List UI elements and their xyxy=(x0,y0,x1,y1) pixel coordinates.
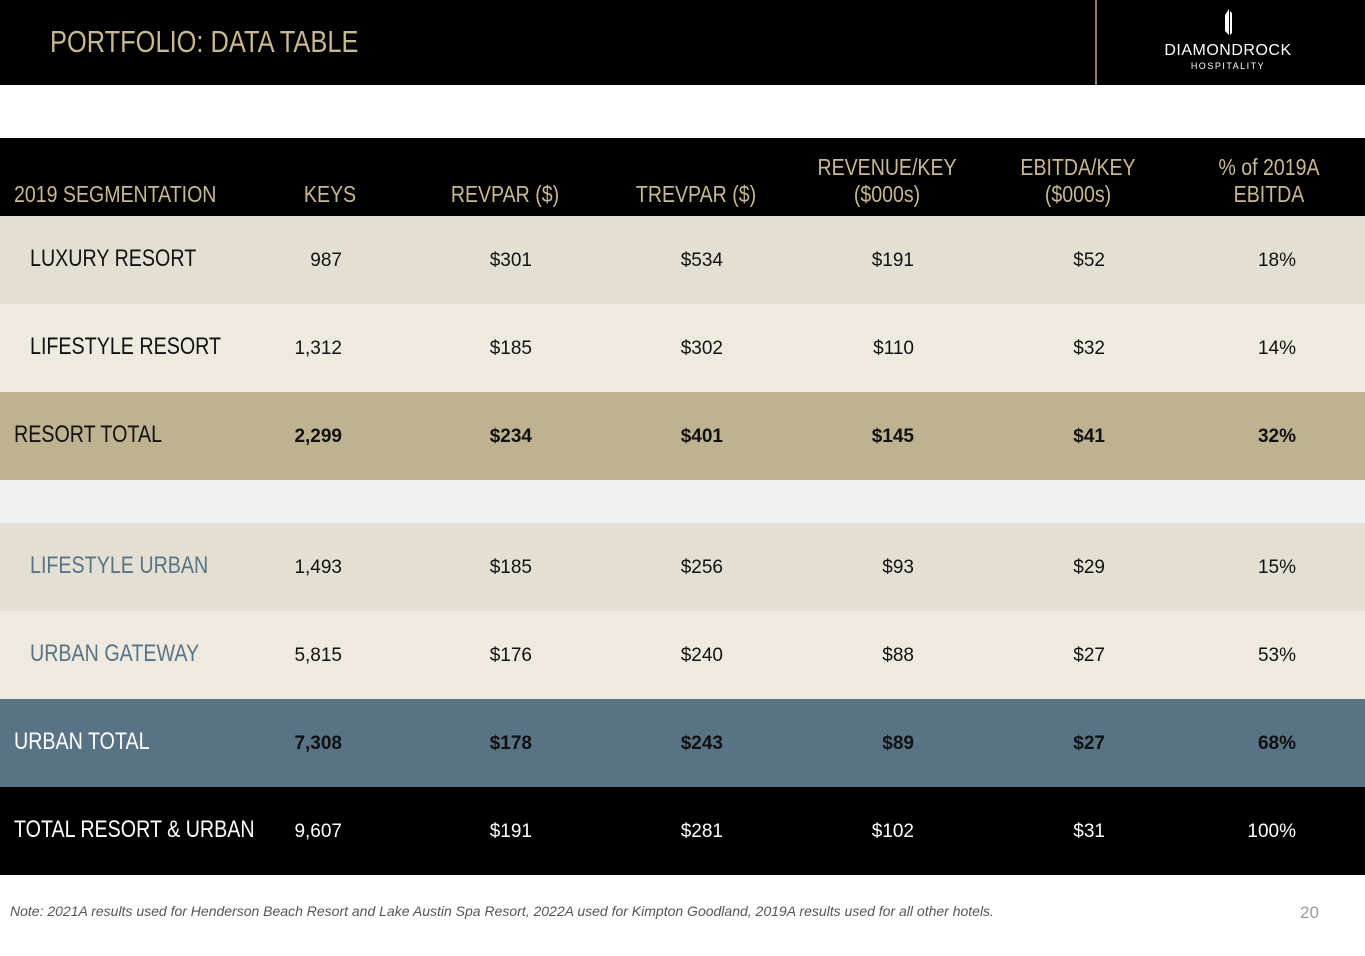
column-header: EBITDA/KEY xyxy=(1020,154,1136,180)
spacer-row xyxy=(0,480,1365,523)
cell: 7,308 xyxy=(294,733,342,754)
cell: 987 xyxy=(310,250,342,271)
cell: 1,493 xyxy=(294,557,342,578)
cell: $191 xyxy=(489,821,532,842)
logo-icon xyxy=(1225,9,1232,35)
column-header: REVENUE/KEY xyxy=(817,154,957,180)
cell: $243 xyxy=(680,733,723,754)
column-header: ($000s) xyxy=(853,181,921,207)
row-label: LIFESTYLE RESORT xyxy=(30,333,222,360)
cell: $178 xyxy=(489,733,532,754)
table-row xyxy=(0,304,1365,392)
table-row xyxy=(0,787,1365,875)
cell: $534 xyxy=(680,250,723,271)
cell: $41 xyxy=(1073,426,1105,447)
column-header: EBITDA xyxy=(1233,181,1305,207)
cell: $185 xyxy=(489,338,532,359)
cell: 53% xyxy=(1257,645,1296,666)
cell: $110 xyxy=(873,338,914,359)
column-header: TREVPAR ($) xyxy=(635,181,757,207)
row-label: LUXURY RESORT xyxy=(30,245,197,272)
footnote: Note: 2021A results used for Henderson B… xyxy=(10,903,994,919)
column-header: KEYS xyxy=(303,181,357,207)
table-row xyxy=(0,216,1365,304)
column-header: % of 2019A xyxy=(1218,154,1320,180)
page-number: 20 xyxy=(1300,903,1319,922)
cell: $29 xyxy=(1073,557,1105,578)
cell: $52 xyxy=(1073,250,1105,271)
cell: $31 xyxy=(1073,821,1105,842)
cell: 14% xyxy=(1257,338,1296,359)
row-label: URBAN GATEWAY xyxy=(30,640,200,667)
cell: $89 xyxy=(882,733,914,754)
table-row xyxy=(0,699,1365,787)
column-header: 2019 SEGMENTATION xyxy=(14,181,217,207)
cell: $191 xyxy=(871,250,914,271)
cell: $145 xyxy=(871,426,914,447)
cell: 9,607 xyxy=(294,821,342,842)
cell: $401 xyxy=(680,426,723,447)
table-header xyxy=(0,138,1365,216)
cell: $176 xyxy=(489,645,532,666)
cell: 5,815 xyxy=(294,645,342,666)
cell: $32 xyxy=(1073,338,1105,359)
column-header: ($000s) xyxy=(1044,181,1112,207)
cell: $281 xyxy=(680,821,723,842)
row-label: URBAN TOTAL xyxy=(14,728,150,755)
table-row xyxy=(0,523,1365,611)
cell: $185 xyxy=(489,557,532,578)
cell: $93 xyxy=(882,557,914,578)
cell: $102 xyxy=(871,821,914,842)
cell: $256 xyxy=(680,557,723,578)
row-label: LIFESTYLE URBAN xyxy=(30,552,209,579)
cell: $27 xyxy=(1073,645,1105,666)
cell: $301 xyxy=(489,250,532,271)
logo-name: DIAMONDROCK xyxy=(1164,42,1292,59)
cell: $88 xyxy=(882,645,914,666)
cell: $240 xyxy=(680,645,723,666)
row-label: TOTAL RESORT & URBAN xyxy=(14,816,255,843)
cell: 15% xyxy=(1257,557,1296,578)
cell: 32% xyxy=(1257,426,1296,447)
cell: $27 xyxy=(1073,733,1105,754)
cell: 2,299 xyxy=(294,426,342,447)
cell: 68% xyxy=(1257,733,1296,754)
header-bar xyxy=(0,0,1365,85)
cell: 18% xyxy=(1257,250,1296,271)
title: PORTFOLIO: DATA TABLE xyxy=(50,24,359,59)
table-row xyxy=(0,611,1365,699)
row-label: RESORT TOTAL xyxy=(14,421,163,448)
cell: 100% xyxy=(1247,821,1296,842)
cell: 1,312 xyxy=(294,338,342,359)
cell: $234 xyxy=(489,426,532,447)
table-row xyxy=(0,392,1365,480)
divider xyxy=(1095,0,1097,85)
cell: $302 xyxy=(680,338,723,359)
logo-tagline: HOSPITALITY xyxy=(1190,61,1266,71)
column-header: REVPAR ($) xyxy=(450,181,560,207)
